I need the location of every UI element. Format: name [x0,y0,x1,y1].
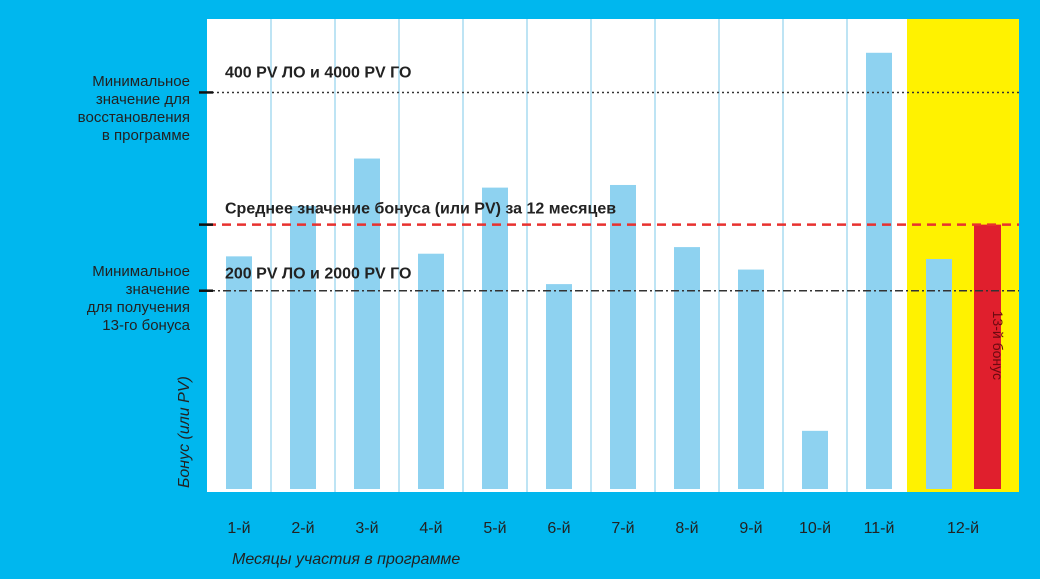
x-axis-label: Месяцы участия в программе [232,551,460,568]
bar-12 [926,258,952,489]
x-tick-label: 11-й [864,520,895,537]
bars: 13-й бонус [226,52,1006,490]
annotation-line: Минимальное [92,263,190,280]
bar-9 [738,269,764,489]
annotation-line: в программе [102,127,190,144]
bar-4 [418,253,444,489]
bar-8 [674,247,700,489]
bar-3 [354,158,380,489]
x-tick-label: 7-й [611,520,634,537]
x-tick-label: 1-й [227,520,250,537]
annotation-line: для получения [87,299,190,316]
bar-7 [610,184,636,489]
x-tick-label: 9-й [739,520,762,537]
x-tick-label: 5-й [483,520,506,537]
ref-label-average: Среднее значение бонуса (или PV) за 12 м… [225,201,616,218]
annotation-line: значение [126,281,190,298]
x-tick-label: 6-й [547,520,570,537]
annotation-line: значение для [96,91,190,108]
bar-5 [482,187,508,490]
x-tick-label: 8-й [675,520,698,537]
bar-6 [546,284,572,489]
annotation-line: Минимальное [92,73,190,90]
x-tick-labels: 1-й 2-й 3-й 4-й 5-й 6-й 7-й 8-й 9-й 10-й 11-й 12-й [227,520,979,537]
bar-10 [802,430,828,489]
reference-lines: 400 PV ЛО и 4000 PV ГО Среднее значение б… [199,64,1019,292]
x-tick-label: 4-й [419,520,442,537]
x-tick-label: 2-й [291,520,314,537]
x-tick-label: 3-й [355,520,378,537]
annotation-minimum: Минимальное значение для получения 13-го бо… [87,263,191,334]
y-annotations: Минимальное значение для восстановления в п… [78,73,191,334]
annotation-line: восстановления [78,109,190,126]
bar-1 [226,256,252,489]
annotation-line: 13-го бонуса [102,317,190,334]
y-axis-label: Бонус (или PV) [176,376,193,488]
grid-lines [270,19,848,492]
x-tick-label: 10-й [799,520,831,537]
bonus-bar [974,224,1001,489]
ref-label-restore: 400 PV ЛО и 4000 PV ГО [225,64,411,81]
highlight-column [907,19,1019,492]
bar-11 [866,52,892,489]
x-tick-label: 12-й [947,520,979,537]
ref-label-minimum: 200 PV ЛО и 2000 PV ГО [225,266,411,283]
annotation-restore: Минимальное значение для восстановления в п… [78,73,190,144]
bonus-bar-label: 13-й бонус [990,311,1006,380]
bar-2 [290,206,316,489]
